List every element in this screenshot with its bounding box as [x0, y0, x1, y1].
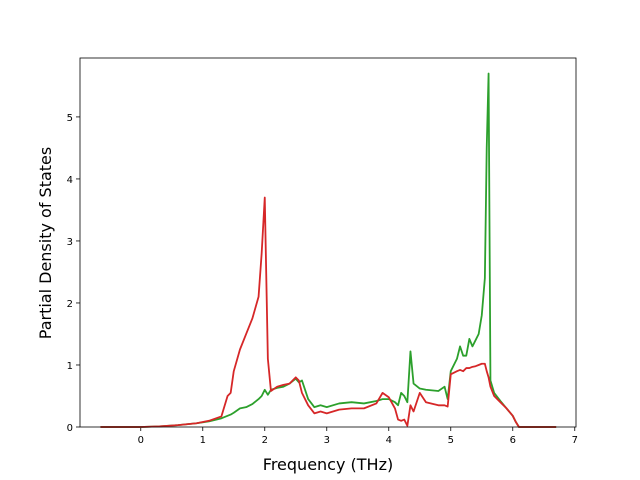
y-tick-label: 5: [67, 113, 73, 124]
x-tick-label: 4: [386, 435, 392, 446]
y-tick-label: 0: [67, 423, 73, 434]
series-line: [100, 196, 557, 428]
y-tick-label: 1: [67, 361, 73, 372]
x-tick-label: 6: [510, 435, 516, 446]
x-tick-label: 2: [262, 435, 268, 446]
series-line: [100, 72, 557, 428]
y-tick-label: 4: [67, 175, 73, 186]
x-tick-label: 0: [138, 435, 144, 446]
x-tick-label: 7: [572, 435, 578, 446]
y-tick-label: 3: [67, 237, 73, 248]
x-axis-label: Frequency (THz): [263, 455, 393, 474]
x-tick-label: 1: [200, 435, 206, 446]
x-tick-label: 3: [324, 435, 330, 446]
x-tick-label: 5: [448, 435, 454, 446]
plot-frame: [79, 57, 577, 428]
y-tick-label: 2: [67, 299, 73, 310]
y-axis-label: Partial Density of States: [36, 147, 55, 339]
